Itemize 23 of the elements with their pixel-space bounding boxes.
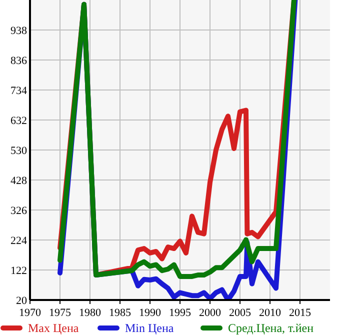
x-tick-label: 1970: [19, 307, 42, 319]
y-tick-label: 20: [16, 295, 28, 307]
y-tick-label: 938: [10, 25, 28, 37]
legend-label: Сред.Цена, т.йен: [228, 321, 314, 335]
x-tick-label: 2010: [259, 307, 282, 319]
x-tick-label: 2015: [289, 307, 312, 319]
x-tick-label: 2000: [199, 307, 222, 319]
x-tick-label: 1975: [49, 307, 72, 319]
x-tick-label: 1985: [109, 307, 132, 319]
y-tick-label: 836: [10, 55, 28, 67]
y-tick-label: 122: [10, 265, 27, 277]
legend-label: Max Цена: [28, 321, 80, 335]
legend-label: Min Цена: [125, 321, 174, 335]
y-tick-label: 224: [10, 235, 28, 247]
x-tick-label: 1995: [169, 307, 192, 319]
y-tick-label: 428: [10, 175, 28, 187]
x-tick-label: 1980: [79, 307, 102, 319]
y-tick-label: 632: [10, 115, 27, 127]
y-tick-label: 326: [10, 205, 28, 217]
y-tick-label: 530: [10, 145, 28, 157]
x-tick-label: 2005: [229, 307, 252, 319]
y-tick-label: 734: [10, 85, 28, 97]
x-tick-label: 1990: [139, 307, 162, 319]
